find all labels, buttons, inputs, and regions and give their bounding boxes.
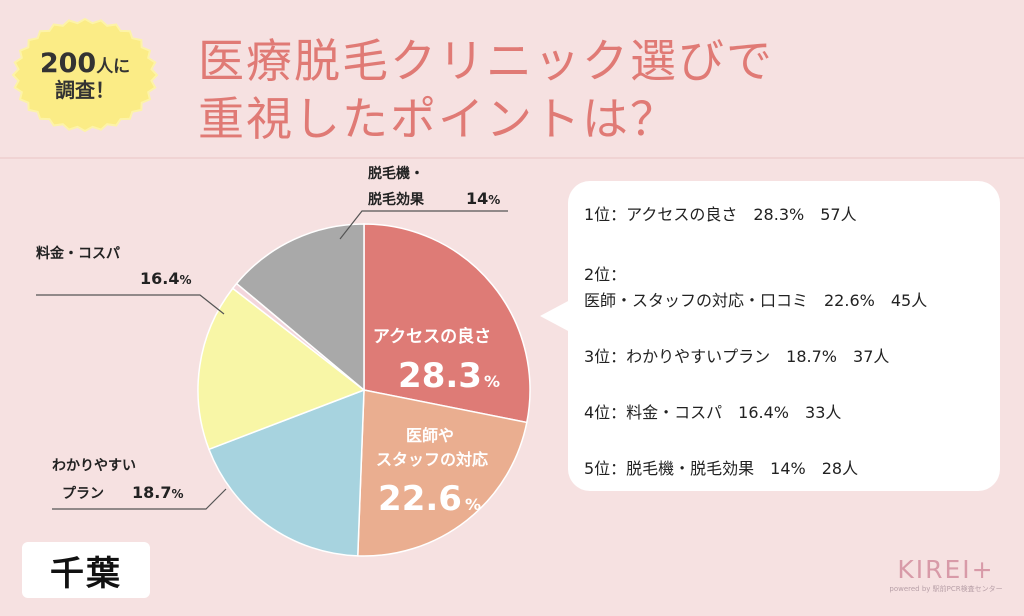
title-line1: 医療脱毛クリニック選びで — [198, 34, 774, 88]
survey-badge: 200人に 調査！ — [10, 16, 160, 134]
badge-count: 200 — [39, 47, 97, 79]
leader-line-machine — [339, 210, 508, 240]
ext-label-plan-line2: プラン — [62, 486, 104, 502]
slice-machine — [235, 223, 365, 392]
slice-label-staff-line2: スタッフの対応 — [376, 450, 488, 469]
ext-pct-cost: 16.4% — [140, 269, 192, 288]
rank-2-line1: 2位： — [584, 265, 627, 284]
badge-line2: 調査！ — [55, 78, 115, 103]
slice-cost — [197, 287, 366, 451]
slice-value-access: 28.3 — [398, 356, 482, 396]
slice-unit-access: % — [484, 372, 500, 391]
leader-line-plan — [52, 488, 227, 510]
ext-label-machine-line2: 脱毛効果 — [368, 192, 424, 208]
chart-area: アクセスの良さ 28.3% 医師やスタッフの対応 22.6% — [0, 159, 1024, 616]
logo-subtext: powered by 駅前PCR検査センター — [889, 585, 1003, 593]
header: 200人に 調査！ 医療脱毛クリニック選びで 重視したポイントは？ — [0, 0, 1024, 159]
slice-staff — [357, 389, 528, 557]
ranking-callout: 1位：アクセスの良さ 28.3% 57人 2位： 医師・スタッフの対応・口コミ … — [568, 181, 1000, 491]
callout-tail — [540, 300, 570, 332]
slice-access — [363, 223, 531, 424]
slice-plan — [207, 388, 365, 557]
slice-value-staff: 22.6 — [378, 479, 462, 519]
ext-pct-plan: 18.7% — [132, 483, 184, 502]
title-line2: 重視したポイントは？ — [198, 92, 678, 146]
ext-unit-plan: % — [171, 487, 184, 501]
ext-label-plan-line1: わかりやすい — [52, 458, 136, 474]
page-title: 医療脱毛クリニック選びで 重視したポイントは？ — [198, 32, 774, 148]
rank-5: 5位：脱毛機・脱毛効果 14% 28人 — [584, 459, 859, 478]
ext-value-plan: 18.7 — [132, 483, 172, 502]
ext-unit-cost: % — [179, 273, 192, 287]
badge-unit: 人に — [96, 56, 131, 77]
rank-4: 4位：料金・コスパ 16.4% 33人 — [584, 403, 842, 422]
slice-label-staff-line1: 医師や — [406, 426, 454, 445]
ext-label-cost: 料金・コスパ — [36, 246, 120, 262]
slice-unit-staff: % — [465, 495, 481, 514]
badge-burst-shape — [11, 17, 159, 133]
location-label: 千葉 — [22, 542, 150, 598]
rank-2-line2: 医師・スタッフの対応・口コミ 22.6% 45人 — [584, 291, 928, 310]
ext-label-machine-line1: 脱毛機・ — [368, 166, 424, 182]
ext-value-cost: 16.4 — [140, 269, 180, 288]
ext-value-machine: 14 — [466, 189, 489, 208]
ext-pct-machine: 14% — [466, 189, 500, 208]
rank-3: 3位：わかりやすいプラン 18.7% 37人 — [584, 347, 890, 366]
leader-line-cost — [36, 294, 225, 315]
rank-1: 1位：アクセスの良さ 28.3% 57人 — [584, 205, 857, 224]
ext-unit-machine: % — [488, 193, 501, 207]
brand-logo: KIREI+ powered by 駅前PCR検査センター — [886, 556, 1006, 600]
logo-text: KIREI+ — [897, 555, 995, 584]
slice-label-access: アクセスの良さ — [373, 326, 491, 347]
